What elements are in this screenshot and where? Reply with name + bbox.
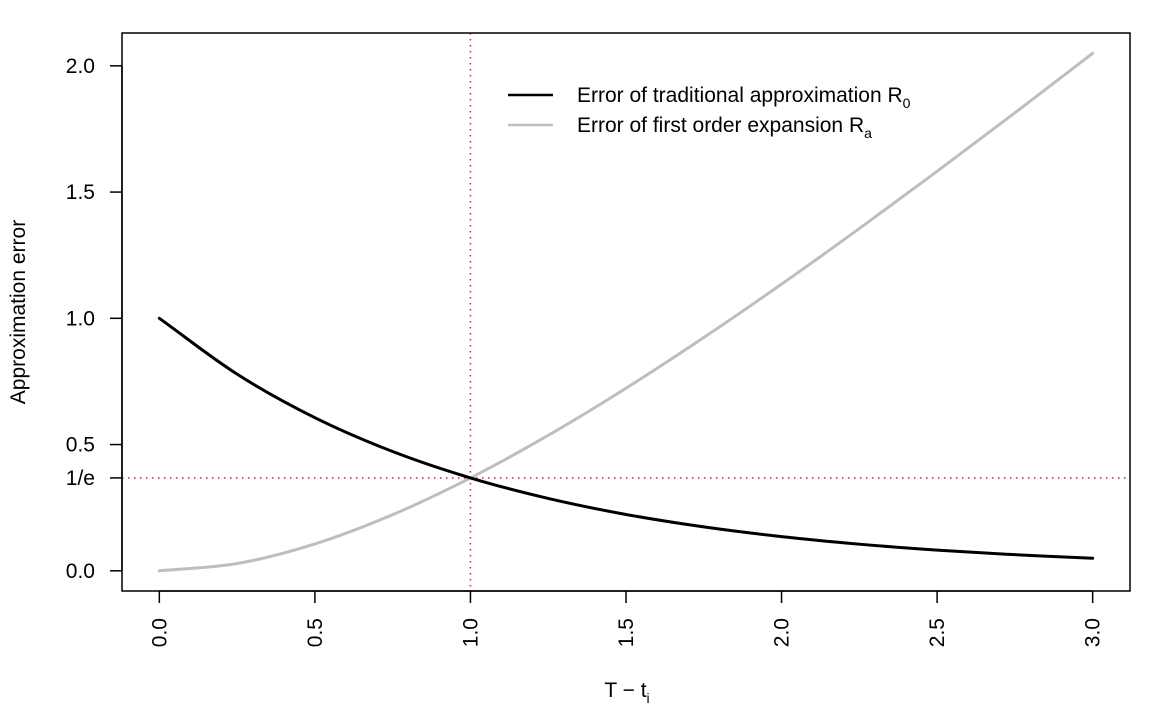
x-tick-label: 0.5 [304, 618, 327, 647]
legend-entry-subscript: a [864, 125, 872, 141]
y-tick-label: 2.0 [66, 55, 95, 78]
x-axis-label-subscript: i [647, 690, 650, 706]
y-axis: 0.0 1/e 0.5 1.0 1.5 2.0 [66, 55, 123, 583]
legend-entry: Error of traditional approximation R0 [577, 84, 911, 111]
x-tick-label: 3.0 [1082, 618, 1105, 647]
legend: Error of traditional approximation R0Err… [508, 84, 911, 141]
legend-entry-subscript: 0 [903, 95, 911, 111]
series-line-2 [157, 51, 1095, 573]
x-axis-label-main: T − t [604, 679, 646, 702]
x-tick-label: 1.5 [615, 618, 638, 647]
series-line-1 [157, 316, 1095, 560]
x-tick-label: 1.0 [459, 618, 482, 647]
legend-entry-name: Error of traditional approximation R [577, 84, 903, 107]
series-lines [157, 51, 1095, 573]
y-tick-label: 0.0 [66, 560, 95, 583]
x-tick-label: 0.0 [148, 618, 171, 647]
y-axis-label: Approximation error [7, 220, 30, 404]
x-tick-label: 2.0 [771, 618, 794, 647]
x-tick-label: 2.5 [926, 618, 949, 647]
legend-entry-name: Error of first order expansion R [577, 114, 864, 137]
y-tick-label: 1.0 [66, 307, 95, 330]
y-tick-label: 1.5 [66, 181, 95, 204]
y-tick-label: 0.5 [66, 434, 95, 457]
x-axis: 0.0 0.5 1.0 1.5 2.0 2.5 3.0 [148, 590, 1105, 647]
reference-lines [122, 33, 1130, 591]
y-tick-label: 1/e [66, 467, 95, 490]
x-axis-label: T − ti [604, 679, 649, 706]
legend-entry: Error of first order expansion Ra [577, 114, 872, 141]
